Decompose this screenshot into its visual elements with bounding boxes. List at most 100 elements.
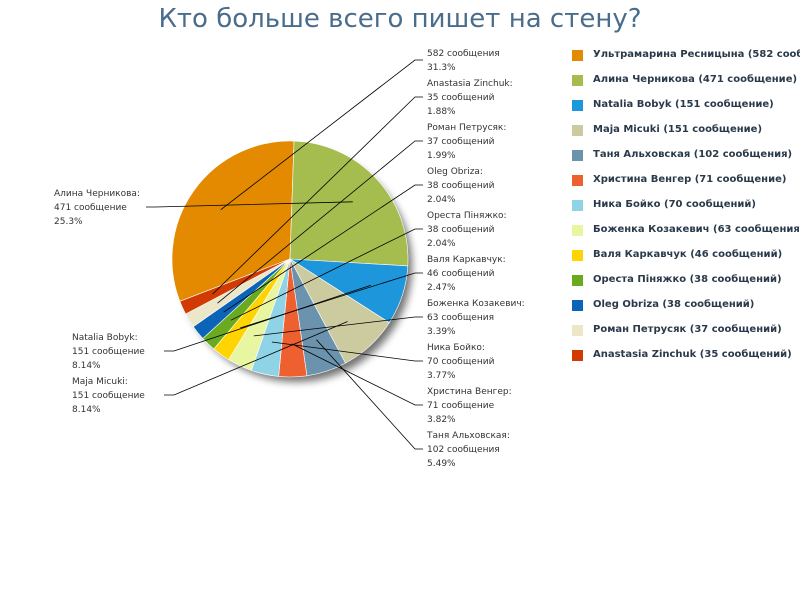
legend-item: Oleg Obriza (38 сообщений) [572, 297, 800, 322]
pie-data-label-line: Ореста Пiняжко: [427, 211, 507, 221]
legend-item: Ультрамарина Ресницына (582 сообщения) [572, 47, 800, 72]
pie-data-label-line: 38 сообщений [427, 225, 495, 235]
pie-data-label-line: 3.77% [427, 371, 456, 381]
pie-leader-line [212, 96, 423, 295]
chart-title: Кто больше всего пишет на стену? [158, 4, 642, 34]
legend-item: Алина Черникова (471 сообщение) [572, 72, 800, 97]
pie-data-label: Валя Каркавчук: 46 сообщений 2.47% [427, 255, 506, 293]
pie-leader-line [253, 316, 423, 337]
pie-data-label: Maja Micuki: 151 сообщение 8.14% [72, 377, 145, 415]
legend-item: Христина Венгер (71 сообщение) [572, 172, 800, 197]
pie-slices [171, 140, 409, 378]
pie-leader-line [230, 228, 423, 321]
pie-leader-line [220, 59, 423, 211]
legend-swatch [572, 275, 583, 286]
pie-leader-line [146, 201, 353, 208]
pie-data-label-line: Maja Micuki: [72, 377, 128, 387]
pie-data-label: Anastasia Zinchuk: 35 сообщений 1.88% [427, 79, 513, 117]
pie-data-label-line: Роман Петрусяк: [427, 123, 506, 133]
pie-data-label-line: 102 сообщения [427, 445, 500, 455]
legend-label: Maja Micuki (151 сообщение) [593, 124, 763, 135]
legend-label: Oleg Obriza (38 сообщений) [593, 299, 755, 310]
pie-data-label-line: 151 сообщение [72, 391, 145, 401]
pie-data-label-line: Христина Венгер: [427, 387, 512, 397]
legend-swatch [572, 75, 583, 86]
pie-slice [289, 140, 409, 267]
pie-data-label-line: 35 сообщений [427, 93, 495, 103]
legend-label: Христина Венгер (71 сообщение) [593, 174, 787, 185]
pie-data-label-line: 5.49% [427, 459, 456, 469]
pie-leader-line [316, 339, 423, 450]
legend-label: Natalia Bobyk (151 сообщение) [593, 99, 774, 110]
pie-data-label-line: 8.14% [72, 361, 101, 371]
pie-data-label-line: Алина Черникова: [54, 189, 140, 199]
pie-leader-line [223, 184, 423, 313]
pie-data-label-line: 71 сообщение [427, 401, 495, 411]
pie-data-label-line: 2.04% [427, 239, 456, 249]
pie-data-label-line: 3.39% [427, 327, 456, 337]
pie-data-label: Oleg Obriza: 38 сообщений 2.04% [427, 167, 495, 205]
legend-item: Боженка Козакевич (63 сообщения) [572, 222, 800, 247]
pie-data-label: 582 сообщения 31.3% [427, 49, 500, 73]
pie-data-label-line: 1.99% [427, 151, 456, 161]
pie-data-label: Ореста Пiняжко: 38 сообщений 2.04% [427, 211, 507, 249]
pie-slice [171, 140, 295, 302]
pie-data-label-line: 63 сообщения [427, 313, 494, 323]
legend-swatch [572, 250, 583, 261]
pie-data-label-line: Боженка Козакевич: [427, 299, 525, 309]
legend-swatch [572, 50, 583, 61]
pie-leader-line [240, 272, 423, 329]
pie-leader-line [217, 140, 423, 304]
legend-item: Роман Петрусяк (37 сообщений) [572, 322, 800, 347]
pie-data-label: Боженка Козакевич: 63 сообщения 3.39% [427, 299, 525, 337]
legend-label: Ореста Пiняжко (38 сообщений) [593, 274, 782, 285]
legend-label: Ультрамарина Ресницына (582 сообщения) [593, 49, 800, 60]
pie-data-label: Таня Альховская: 102 сообщения 5.49% [426, 431, 510, 469]
legend-label: Anastasia Zinchuk (35 сообщений) [593, 349, 792, 360]
pie-data-label-line: 151 сообщение [72, 347, 145, 357]
pie-data-label-line: 1.88% [427, 107, 456, 117]
pie-data-label: Христина Венгер: 71 сообщение 3.82% [427, 387, 512, 425]
pie-data-label-line: 46 сообщений [427, 269, 495, 279]
pie-data-label-line: 2.04% [427, 195, 456, 205]
chart-legend: Ультрамарина Ресницына (582 сообщения) А… [572, 47, 800, 372]
pie-data-label-line: Natalia Bobyk: [72, 333, 138, 343]
pie-data-label-line: 25.3% [54, 217, 83, 227]
legend-swatch [572, 225, 583, 236]
legend-swatch [572, 125, 583, 136]
legend-item: Maja Micuki (151 сообщение) [572, 122, 800, 147]
pie-data-label-line: 31.3% [427, 63, 456, 73]
legend-item: Валя Каркавчук (46 сообщений) [572, 247, 800, 272]
legend-swatch [572, 175, 583, 186]
legend-label: Алина Черникова (471 сообщение) [593, 74, 798, 85]
legend-label: Боженка Козакевич (63 сообщения) [593, 224, 800, 235]
legend-label: Роман Петрусяк (37 сообщений) [593, 324, 782, 335]
pie-data-label-line: 8.14% [72, 405, 101, 415]
pie-data-label-line: Anastasia Zinchuk: [427, 79, 513, 89]
pie-data-label-line: Ника Бойко: [427, 343, 485, 353]
pie-data-labels: 582 сообщения 31.3% Алина Черникова: 471 со… [54, 49, 525, 469]
pie-data-label-line: Валя Каркавчук: [427, 255, 506, 265]
legend-item: Anastasia Zinchuk (35 сообщений) [572, 347, 800, 372]
legend-label: Таня Альховская (102 сообщения) [593, 149, 793, 160]
pie-data-label-line: 70 сообщений [427, 357, 495, 367]
pie-leader-line [291, 343, 423, 406]
legend-swatch [572, 200, 583, 211]
pie-leader-line [271, 341, 423, 362]
legend-label: Валя Каркавчук (46 сообщений) [593, 249, 783, 260]
pie-data-label-line: 38 сообщений [427, 181, 495, 191]
legend-swatch [572, 350, 583, 361]
legend-item: Natalia Bobyk (151 сообщение) [572, 97, 800, 122]
pie-data-label: Natalia Bobyk: 151 сообщение 8.14% [72, 333, 145, 371]
pie-data-label-line: 582 сообщения [427, 49, 500, 59]
pie-leader-line [164, 321, 348, 396]
pie-data-label-line: Таня Альховская: [426, 431, 510, 441]
legend-item: Таня Альховская (102 сообщения) [572, 147, 800, 172]
legend-swatch [572, 300, 583, 311]
pie-data-label: Ника Бойко: 70 сообщений 3.77% [427, 343, 495, 381]
legend-swatch [572, 325, 583, 336]
legend-swatch [572, 150, 583, 161]
legend-label: Ника Бойко (70 сообщений) [593, 199, 756, 210]
legend-swatch [572, 100, 583, 111]
